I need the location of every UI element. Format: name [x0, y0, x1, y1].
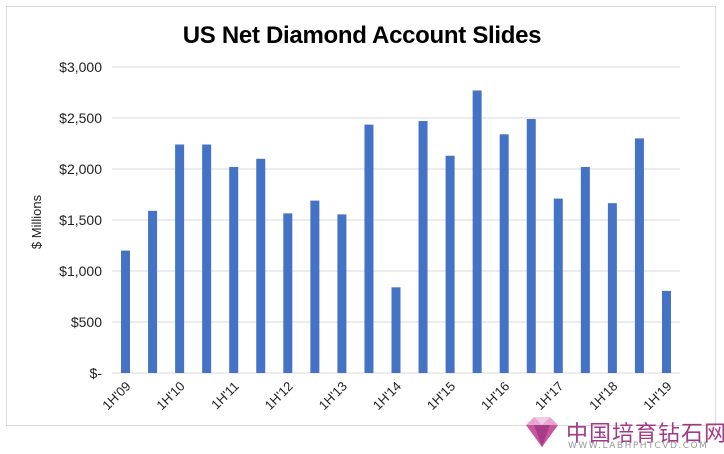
x-tick-label: 1H'14: [370, 379, 404, 413]
bar: [121, 250, 131, 373]
bar: [364, 124, 374, 373]
y-tick-label: $-: [90, 365, 103, 381]
y-tick-label: $2,000: [59, 161, 102, 177]
bar: [148, 210, 158, 373]
x-tick-label: 1H'11: [208, 379, 242, 413]
bar: [310, 200, 320, 373]
x-tick-label: 1H'17: [532, 379, 566, 413]
bar: [499, 134, 509, 373]
bar: [472, 90, 482, 374]
watermark-url: WWW.LABHPHTCVD.COM: [568, 441, 709, 451]
bar: [553, 198, 563, 373]
bar: [391, 287, 401, 373]
x-tick-label: 1H'13: [316, 379, 350, 413]
x-tick-label: 1H'19: [640, 379, 674, 413]
x-tick-label: 1H'15: [424, 379, 458, 413]
y-tick-label: $1,500: [59, 212, 102, 228]
bar: [634, 138, 644, 373]
y-tick-label: $1,000: [59, 263, 102, 279]
bar: [526, 119, 536, 374]
x-axis-ticks: 1H'09 1H'10 1H'11 1H'12 1H'13 1H'14 1H'15 1H'16…: [99, 379, 674, 413]
bar: [445, 155, 455, 373]
chart-title: US Net Diamond Account Slides: [182, 22, 542, 49]
bar: [337, 214, 347, 373]
y-tick-label: $3,000: [59, 59, 102, 75]
y-axis-label: $ Millions: [29, 194, 44, 249]
watermark: 中国培育钻石网 WWW.LABHPHTCVD.COM: [522, 415, 724, 453]
diamond-logo-icon: [526, 417, 558, 447]
bar: [256, 158, 266, 373]
bar: [607, 203, 617, 373]
x-tick-label: 1H'18: [586, 379, 620, 413]
bar: [661, 290, 671, 373]
watermark-site-name: 中国培育钻石网: [566, 422, 724, 447]
bar: [175, 144, 185, 373]
x-tick-label: 1H'09: [99, 379, 133, 413]
bar: [418, 121, 428, 373]
bar: [202, 144, 212, 373]
bar: [283, 213, 293, 373]
bar: [580, 166, 590, 373]
x-tick-label: 1H'10: [153, 379, 187, 413]
x-tick-label: 1H'16: [478, 379, 512, 413]
y-tick-label: $2,500: [59, 110, 102, 126]
y-axis-ticks: $- $500 $1,000 $1,500 $2,000 $2,500 $3,000: [59, 59, 102, 381]
y-tick-label: $500: [71, 314, 102, 330]
x-tick-label: 1H'12: [262, 379, 296, 413]
bars: [121, 90, 671, 374]
bar: [229, 166, 239, 373]
